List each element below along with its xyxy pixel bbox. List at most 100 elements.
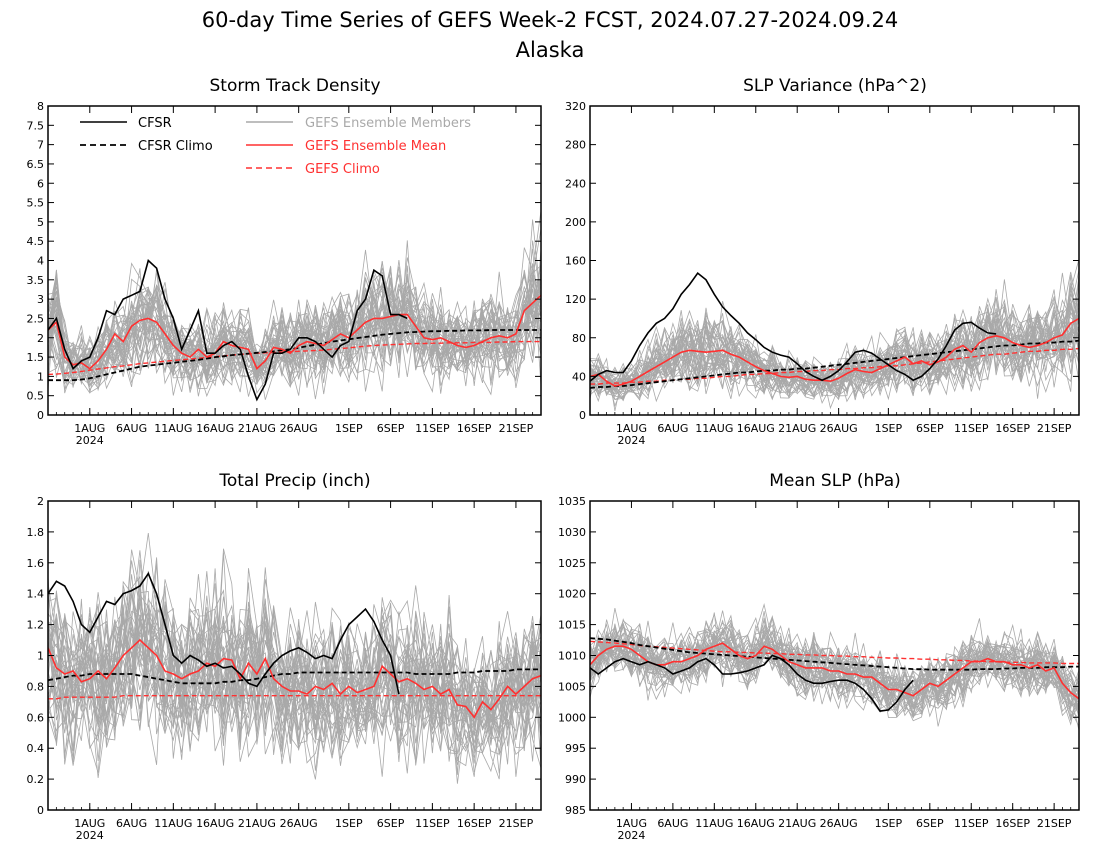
ensemble-member-line	[590, 297, 1079, 403]
ensemble-member-line	[48, 285, 541, 378]
y-tick-label: 1.2	[27, 619, 45, 632]
ensemble-member-line	[590, 299, 1079, 399]
ens-mean-line	[590, 317, 1079, 387]
y-tick-label: 4	[37, 255, 44, 268]
cfsr-climo-line	[48, 668, 541, 685]
y-tick-label: 1010	[558, 650, 586, 663]
ens-mean-line	[48, 294, 541, 370]
ensemble-member-line	[48, 562, 541, 771]
legend-label-ens-mean: GEFS Ensemble Mean	[305, 139, 446, 154]
x-tick-label: 21SEP	[499, 817, 534, 830]
ensemble-member-line	[590, 275, 1079, 395]
y-tick-label: 80	[572, 332, 586, 345]
panel-slp-variance: SLP Variance (hPa^2) 0 40 80 120 160 200 240 28…	[565, 76, 1080, 447]
plot-area	[590, 603, 1079, 731]
cfsr-line	[48, 571, 400, 695]
legend-label-gefs-climo: GEFS Climo	[305, 162, 380, 177]
x-year-label: 2024	[76, 829, 104, 842]
x-year-label: 2024	[76, 434, 104, 447]
ensemble-member-line	[48, 571, 541, 774]
x-tick-label: 11AUG	[154, 422, 192, 435]
y-tick-label: 6.5	[27, 158, 45, 171]
y-tick-label: 200	[565, 216, 586, 229]
ensemble-member-line	[590, 622, 1079, 711]
y-tick-label: 280	[565, 139, 586, 152]
x-year-label: 2024	[617, 829, 645, 842]
ensemble-member-line	[590, 615, 1079, 718]
x-tick-label: 16AUG	[737, 817, 775, 830]
ensemble-member-line	[590, 310, 1079, 395]
x-tick-label: 6AUG	[657, 817, 688, 830]
x-tick-label: 11SEP	[415, 422, 450, 435]
x-tick-label: 1SEP	[335, 422, 363, 435]
x-tick-label: 16SEP	[995, 422, 1030, 435]
x-tick-label: 6SEP	[377, 422, 405, 435]
y-tick-label: 1015	[558, 619, 586, 632]
plot-area	[48, 532, 541, 784]
legend-label-cfsr-climo: CFSR Climo	[138, 139, 213, 154]
cfsr-line	[590, 654, 914, 712]
x-tick-label: 11SEP	[415, 817, 450, 830]
cfsr-line	[590, 271, 997, 382]
ensemble-member-line	[590, 630, 1079, 710]
panel-total-precip: Total Precip (inch) 0 0.2 0.4 0.6 0.8 1 1.2 1.4…	[27, 471, 542, 842]
ensemble-member-line	[48, 249, 541, 396]
y-tick-label: 2	[37, 332, 44, 345]
x-tick-label: 6SEP	[916, 817, 944, 830]
ensemble-member-line	[48, 268, 541, 396]
figure-subtitle: Alaska	[516, 38, 585, 62]
x-tick-label: 1AUG	[616, 817, 647, 830]
y-tick-label: 0.8	[27, 680, 45, 693]
plot-area	[590, 258, 1079, 412]
panel-title: Total Precip (inch)	[218, 471, 370, 491]
y-tick-label: 7	[37, 139, 44, 152]
x-tick-label: 1SEP	[875, 422, 903, 435]
x-tick-label: 1SEP	[875, 817, 903, 830]
x-tick-label: 21SEP	[1037, 422, 1072, 435]
y-tick-label: 995	[565, 742, 586, 755]
y-tick-label: 1035	[558, 495, 586, 508]
x-tick-label: 21AUG	[238, 817, 276, 830]
gefs-climo-line	[48, 695, 541, 700]
x-tick-label: 21AUG	[238, 422, 276, 435]
x-tick-label: 26AUG	[820, 422, 858, 435]
y-tick-label: 0.5	[27, 390, 45, 403]
cfsr-climo-line	[590, 339, 1079, 389]
y-tick-label: 240	[565, 177, 586, 190]
ensemble-member-line	[590, 273, 1079, 394]
y-tick-label: 320	[565, 100, 586, 113]
y-tick-label: 3.5	[27, 274, 45, 287]
y-tick-label: 1.6	[27, 557, 45, 570]
figure-title: 60-day Time Series of GEFS Week-2 FCST, …	[202, 8, 899, 32]
legend-label-members: GEFS Ensemble Members	[305, 116, 471, 131]
y-tick-label: 1030	[558, 526, 586, 539]
x-tick-label: 11SEP	[954, 817, 989, 830]
x-tick-label: 16SEP	[457, 817, 492, 830]
y-tick-label: 1.5	[27, 351, 45, 364]
y-tick-label: 1.8	[27, 526, 45, 539]
ensemble-member-line	[590, 636, 1079, 726]
ensemble-member-line	[48, 600, 541, 765]
legend: CFSR CFSR Climo GEFS Ensemble Members GE…	[80, 116, 471, 177]
x-tick-label: 21SEP	[1037, 817, 1072, 830]
y-tick-label: 120	[565, 293, 586, 306]
y-tick-label: 5.5	[27, 197, 45, 210]
ensemble-member-line	[48, 593, 541, 766]
x-tick-label: 6AUG	[116, 422, 147, 435]
y-tick-label: 5	[37, 216, 44, 229]
cfsr-line	[48, 259, 408, 402]
x-tick-label: 11AUG	[695, 422, 733, 435]
y-tick-label: 1020	[558, 588, 586, 601]
ensemble-member-line	[48, 574, 541, 773]
x-tick-label: 26AUG	[280, 422, 318, 435]
y-tick-label: 0.4	[27, 742, 45, 755]
x-tick-label: 26AUG	[280, 817, 318, 830]
x-tick-label: 1AUG	[616, 422, 647, 435]
y-tick-label: 160	[565, 255, 586, 268]
x-tick-label: 21SEP	[499, 422, 534, 435]
y-tick-label: 3	[37, 293, 44, 306]
x-tick-label: 11AUG	[695, 817, 733, 830]
ensemble-member-line	[48, 559, 541, 766]
x-tick-label: 1SEP	[335, 817, 363, 830]
